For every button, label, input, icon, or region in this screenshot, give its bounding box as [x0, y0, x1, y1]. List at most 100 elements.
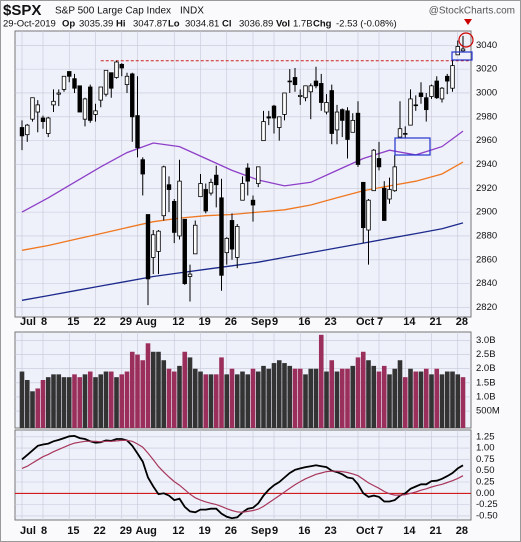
candle-body: [72, 78, 77, 89]
y-tick-label: 3020: [476, 64, 497, 75]
volume-bar: [444, 371, 450, 428]
volume-bar: [166, 368, 172, 428]
quote-value: 3035.39: [79, 19, 113, 30]
x-tick-label: 16: [298, 525, 310, 537]
candle-body: [140, 159, 145, 175]
candle-body: [198, 183, 203, 198]
y-tick-label: 2.5B: [476, 349, 496, 360]
candle-body: [256, 166, 261, 184]
volume-bar: [45, 377, 51, 428]
x-tick-label: 26: [225, 525, 237, 537]
y-tick-label: 0.75: [476, 454, 495, 465]
source: @StockCharts.com: [429, 6, 515, 17]
candle-body: [88, 86, 93, 121]
panel: [14, 429, 472, 521]
volume-bar: [408, 368, 413, 428]
volume-bar: [82, 374, 88, 428]
indicator-line: [21, 439, 464, 513]
x-tick-label: 21: [430, 316, 442, 328]
volume-bar: [345, 368, 350, 428]
x-tick-label: Oct: [356, 525, 375, 537]
volume-bar: [360, 351, 366, 428]
x-tick-label: 7: [377, 525, 383, 537]
candle-body: [250, 199, 256, 206]
volume-bar: [339, 368, 345, 428]
quote-label: Lo: [168, 19, 180, 30]
volume-bar: [103, 371, 109, 428]
candle-body: [98, 86, 103, 101]
annotation: [394, 137, 431, 156]
x-tick-label: 9: [272, 316, 278, 328]
volume-bar: [19, 371, 25, 428]
candle-body: [166, 184, 172, 190]
volume-bar: [282, 363, 287, 428]
candle-body: [445, 75, 450, 82]
candle-body: [403, 133, 408, 135]
volume-bar: [171, 371, 177, 428]
y-tick-label: 2840: [476, 278, 497, 289]
x-tick-label: 7: [377, 316, 383, 328]
y-tick-label: 1.00: [476, 443, 495, 454]
volume-bar: [72, 374, 77, 428]
candle-body: [366, 199, 371, 231]
candle-body: [340, 109, 345, 121]
volume-bar: [402, 377, 408, 428]
x-tick-label: 19: [199, 316, 211, 328]
x-tick-label: 14: [403, 525, 416, 537]
candle-body: [271, 105, 277, 119]
volume-bar: [413, 371, 419, 428]
candle-body: [172, 201, 177, 233]
x-tick-label: 28: [456, 525, 468, 537]
candle-body: [434, 80, 439, 99]
candle-body: [298, 94, 303, 97]
volume-bar: [124, 371, 130, 428]
candle-body: [135, 115, 140, 149]
volume-bar: [140, 360, 146, 428]
quote-label: Op: [62, 19, 75, 30]
volume-bar: [198, 371, 203, 428]
volume-bar: [250, 368, 256, 428]
y-tick-label: 2820: [476, 302, 497, 313]
candle-body: [308, 85, 313, 93]
candle-body: [182, 218, 187, 285]
x-tick-label: Aug: [136, 525, 157, 537]
candle-body: [61, 75, 67, 90]
quote-value: 1.7B: [293, 19, 313, 30]
candle-body: [313, 80, 319, 87]
candle-body: [93, 110, 98, 115]
x-tick-label: 14: [403, 316, 416, 328]
volume-bar: [182, 351, 188, 428]
candle-body: [25, 124, 30, 136]
volume-bar: [303, 374, 308, 428]
volume-bar: [460, 377, 466, 428]
x-tick-label: 12: [172, 525, 184, 537]
x-tick-label: 29: [120, 525, 132, 537]
volume-bar: [418, 371, 424, 428]
volume-bar: [30, 391, 35, 428]
candle-body: [418, 92, 424, 97]
volume-bar: [287, 365, 293, 428]
candle-body: [56, 92, 61, 95]
candle-body: [282, 92, 287, 115]
candle-body: [124, 75, 130, 86]
candle-body: [82, 98, 88, 120]
candle-body: [151, 234, 156, 258]
candle-body: [376, 158, 382, 168]
candle-body: [119, 63, 124, 69]
exchange: INDX: [180, 6, 204, 17]
y-tick-label: 3000: [476, 87, 497, 98]
y-tick-label: 1.0B: [476, 391, 496, 402]
y-tick-label: 3040: [476, 40, 497, 51]
x-tick-label: 28: [456, 316, 468, 328]
volume-bar: [261, 365, 266, 428]
volume-bar: [224, 374, 230, 428]
y-tick-label: 2920: [476, 183, 497, 194]
volume-bar: [245, 374, 251, 428]
candle-body: [240, 183, 245, 201]
x-tick-label: Sep: [251, 316, 271, 328]
volume-bar: [35, 388, 41, 428]
volume-bar: [392, 368, 398, 428]
volume-bar: [229, 368, 235, 428]
candle-body: [229, 220, 235, 250]
